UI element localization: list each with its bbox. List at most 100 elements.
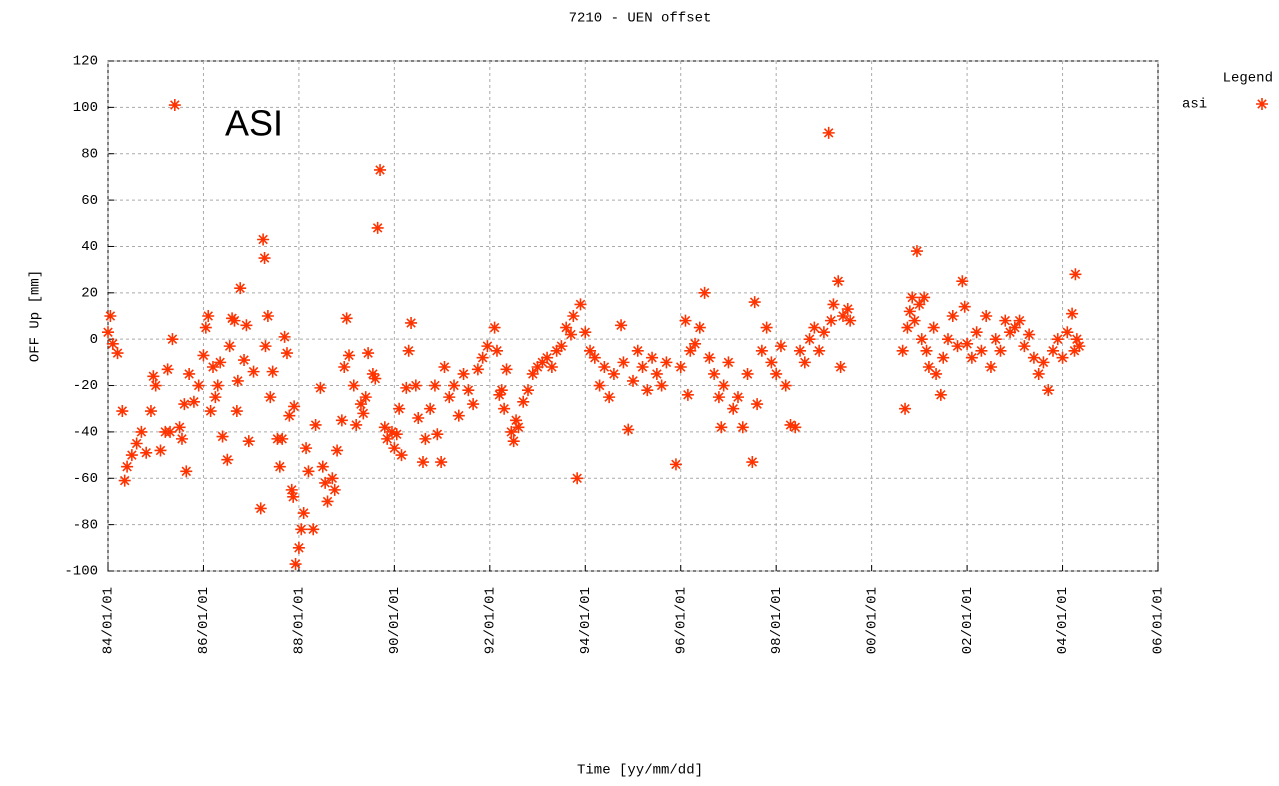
data-point: [374, 163, 387, 176]
data-point: [784, 418, 797, 431]
data-point: [369, 372, 382, 385]
data-point: [1023, 328, 1036, 341]
y-tick-label: -60: [73, 471, 98, 487]
data-point: [371, 221, 384, 234]
data-point: [266, 365, 279, 378]
data-point: [211, 379, 224, 392]
data-point: [495, 384, 508, 397]
data-point: [500, 363, 513, 376]
data-point: [679, 314, 692, 327]
data-point: [522, 384, 534, 397]
data-point: [617, 356, 630, 369]
data-point: [536, 356, 549, 369]
data-point: [825, 314, 838, 327]
data-point: [660, 356, 673, 369]
data-point: [507, 435, 520, 448]
data-point: [192, 379, 205, 392]
data-point: [571, 472, 584, 485]
data-point: [166, 333, 179, 346]
data-point: [228, 314, 241, 327]
data-point: [130, 437, 143, 450]
data-point: [1066, 307, 1079, 320]
data-point: [693, 321, 706, 334]
data-point: [641, 384, 654, 397]
data-point: [755, 344, 768, 357]
data-point: [727, 402, 740, 415]
data-point: [803, 333, 816, 346]
data-point: [1070, 333, 1083, 346]
data-point: [221, 453, 234, 466]
data-point: [841, 303, 854, 316]
data-point: [161, 363, 174, 376]
data-point: [261, 310, 274, 322]
data-point: [930, 367, 943, 380]
data-point: [715, 421, 728, 434]
data-point: [650, 367, 663, 380]
data-point: [970, 326, 983, 339]
y-tick-label: -100: [64, 564, 98, 580]
data-point: [488, 321, 501, 334]
data-point: [264, 391, 277, 404]
data-point: [789, 421, 802, 434]
data-point: [927, 321, 940, 334]
data-point: [144, 405, 157, 418]
data-point: [448, 379, 461, 392]
data-point: [400, 381, 413, 394]
y-tick-label: 0: [90, 332, 98, 348]
data-point: [254, 502, 267, 515]
data-point: [390, 428, 403, 441]
data-point: [197, 349, 210, 362]
data-point: [116, 405, 129, 418]
x-tick-label: 04/01/01: [1055, 587, 1071, 654]
data-point: [698, 286, 711, 299]
data-point: [278, 330, 291, 343]
data-point: [204, 405, 217, 418]
data-point: [918, 291, 931, 304]
data-point: [273, 460, 286, 473]
x-tick-label: 86/01/01: [196, 587, 212, 654]
data-point: [956, 275, 969, 288]
data-point: [283, 409, 296, 422]
data-point: [443, 391, 456, 404]
data-point: [118, 474, 131, 487]
data-point: [980, 310, 993, 322]
data-point: [238, 354, 251, 367]
data-point: [140, 446, 153, 459]
data-point: [452, 409, 465, 422]
y-tick-label: 100: [73, 100, 98, 116]
data-point: [1027, 351, 1040, 364]
data-point: [302, 465, 315, 478]
data-point: [593, 379, 606, 392]
x-tick-label: 94/01/01: [578, 587, 594, 654]
x-tick-label: 92/01/01: [483, 587, 499, 654]
data-point: [435, 456, 448, 469]
data-point: [307, 523, 320, 536]
data-point: [655, 379, 668, 392]
data-point: [631, 344, 644, 357]
data-point: [125, 449, 138, 462]
data-point: [393, 402, 406, 415]
data-point: [684, 344, 697, 357]
data-point: [1061, 326, 1074, 339]
data-point: [837, 310, 849, 322]
data-point: [419, 432, 432, 445]
data-point: [555, 340, 568, 353]
data-point: [1008, 321, 1021, 334]
data-point: [354, 398, 367, 411]
data-point: [708, 367, 721, 380]
data-point: [922, 361, 935, 373]
data-point: [292, 541, 305, 554]
data-point: [646, 351, 659, 364]
data-point: [951, 340, 964, 353]
data-point: [285, 483, 298, 496]
data-point: [560, 321, 573, 334]
data-point: [817, 326, 830, 339]
data-point: [636, 361, 649, 373]
data-point: [431, 428, 444, 441]
data-point: [541, 351, 554, 364]
data-point: [173, 421, 186, 434]
data-point: [471, 363, 484, 376]
data-point: [732, 391, 744, 404]
data-point: [104, 310, 117, 322]
data-point: [230, 405, 243, 418]
